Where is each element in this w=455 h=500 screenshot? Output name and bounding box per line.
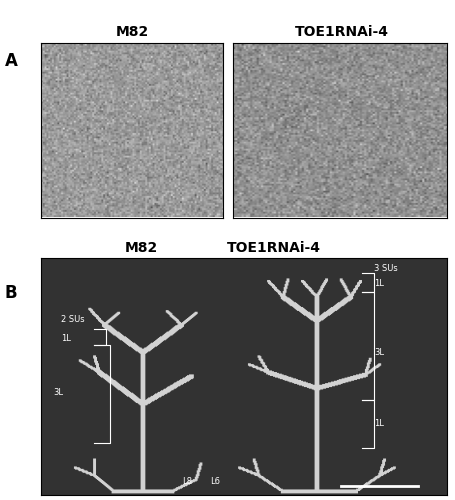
Text: 1L: 1L bbox=[61, 334, 71, 343]
Text: L6: L6 bbox=[210, 478, 220, 486]
Text: B: B bbox=[5, 284, 17, 302]
Text: 2 SUs: 2 SUs bbox=[61, 315, 85, 324]
Text: 3 SUs: 3 SUs bbox=[373, 264, 397, 272]
Text: 3L: 3L bbox=[53, 388, 63, 398]
Text: TOE1RNAi-4: TOE1RNAi-4 bbox=[226, 240, 320, 254]
Text: M82: M82 bbox=[116, 24, 148, 38]
Text: 3L: 3L bbox=[373, 348, 383, 357]
Text: TOE1RNAi-4: TOE1RNAi-4 bbox=[294, 24, 388, 38]
Text: A: A bbox=[5, 52, 17, 70]
Text: 1L: 1L bbox=[373, 419, 383, 428]
Text: L8: L8 bbox=[182, 478, 192, 486]
Text: M82: M82 bbox=[125, 240, 157, 254]
Text: 1L: 1L bbox=[373, 279, 383, 288]
